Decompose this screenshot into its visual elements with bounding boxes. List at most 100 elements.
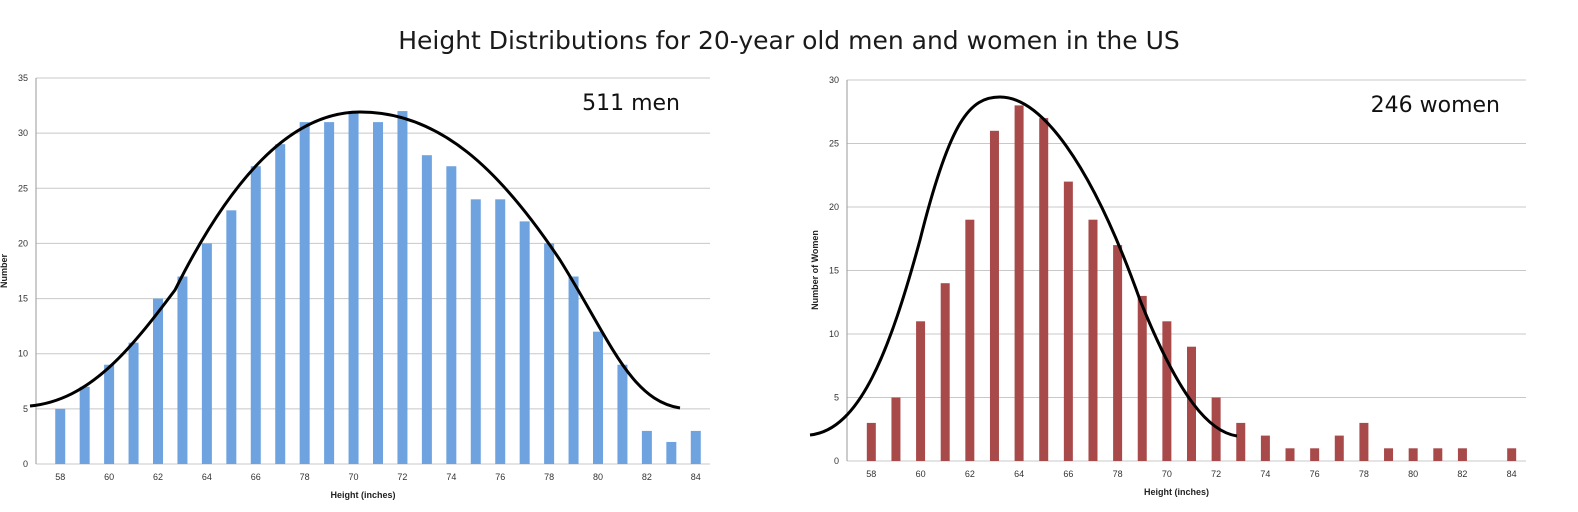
- bar: [666, 441, 677, 464]
- bar: [1162, 321, 1172, 461]
- x-tick-label: 78: [1359, 469, 1369, 479]
- x-tick-label: 82: [1457, 469, 1467, 479]
- y-tick-label: 5: [834, 393, 839, 403]
- x-tick-label: 64: [1014, 469, 1024, 479]
- bar: [1285, 448, 1295, 461]
- x-tick-label: 74: [446, 472, 456, 482]
- bar: [1113, 245, 1123, 461]
- bar: [1408, 448, 1418, 461]
- y-tick-label: 10: [829, 329, 839, 339]
- x-tick-label: 64: [202, 472, 212, 482]
- sample-size-label: 511 men: [582, 91, 680, 116]
- y-tick-label: 25: [18, 183, 28, 193]
- x-tick-label: 74: [1260, 469, 1270, 479]
- bar: [519, 221, 530, 464]
- x-tick-label: 72: [1211, 469, 1221, 479]
- x-tick-label: 66: [251, 472, 261, 482]
- x-tick-label: 76: [1310, 469, 1320, 479]
- bar: [641, 430, 652, 464]
- bar: [1433, 448, 1443, 461]
- bar: [940, 283, 950, 461]
- bar: [104, 364, 115, 464]
- bar: [348, 111, 359, 464]
- bar: [891, 397, 901, 461]
- y-tick-label: 10: [18, 349, 28, 359]
- bar: [55, 408, 66, 464]
- x-tick-label: 84: [691, 472, 701, 482]
- x-tick-label: 58: [866, 469, 876, 479]
- x-tick-label: 78: [300, 472, 310, 482]
- y-tick-label: 35: [18, 73, 28, 83]
- bar: [1384, 448, 1394, 461]
- x-tick-label: 66: [1063, 469, 1073, 479]
- bar: [1088, 219, 1098, 461]
- bar: [177, 276, 188, 464]
- women-height-chart: 0 5 10 15 20 25 30 58 60 62 64 66 78 70 72 74 76 78 80 82 84…: [809, 75, 1526, 497]
- x-tick-label: 70: [1162, 469, 1172, 479]
- bar: [495, 199, 506, 465]
- x-tick-label: 80: [593, 472, 603, 482]
- bar: [1260, 435, 1270, 461]
- bar: [79, 386, 90, 464]
- normal-fit-curve: [29, 110, 681, 410]
- bar: [916, 321, 926, 461]
- bar: [1334, 435, 1344, 461]
- y-axis-label: Number: [0, 254, 9, 289]
- bar: [1359, 422, 1369, 461]
- bar: [397, 111, 408, 464]
- bar: [470, 199, 481, 465]
- y-tick-label: 15: [18, 294, 28, 304]
- bar: [690, 430, 701, 464]
- bar: [226, 210, 237, 464]
- bar: [1063, 181, 1073, 461]
- bar: [1014, 105, 1024, 462]
- x-tick-label: 76: [495, 472, 505, 482]
- x-tick-label: 58: [55, 472, 65, 482]
- bar: [153, 298, 163, 464]
- x-tick-label: 62: [965, 469, 975, 479]
- x-tick-label: 78: [1113, 469, 1123, 479]
- bar: [1211, 397, 1221, 461]
- x-tick-label: 80: [1408, 469, 1418, 479]
- bar: [1457, 448, 1467, 461]
- bar: [1137, 295, 1147, 461]
- bar: [866, 422, 876, 461]
- bar: [989, 130, 999, 462]
- x-tick-label: 70: [349, 472, 359, 482]
- y-tick-label: 30: [18, 128, 28, 138]
- bar: [1507, 448, 1517, 461]
- bar: [250, 166, 261, 464]
- bar: [421, 155, 432, 464]
- bar: [1236, 422, 1246, 461]
- bar: [201, 243, 212, 464]
- sample-size-label: 246 women: [1371, 93, 1500, 118]
- y-tick-label: 0: [834, 456, 839, 466]
- y-tick-label: 0: [23, 459, 28, 469]
- y-tick-label: 30: [829, 75, 839, 85]
- x-tick-label: 60: [916, 469, 926, 479]
- y-tick-label: 20: [18, 238, 28, 248]
- bar: [373, 122, 383, 464]
- bar: [128, 342, 139, 464]
- x-axis-label: Height (inches): [1144, 487, 1209, 497]
- bar: [324, 122, 335, 464]
- bar: [1310, 448, 1320, 461]
- x-tick-label: 82: [642, 472, 652, 482]
- bar: [593, 331, 603, 464]
- bar: [965, 219, 975, 461]
- y-tick-label: 5: [23, 404, 28, 414]
- bar: [617, 364, 628, 464]
- y-tick-label: 20: [829, 202, 839, 212]
- bar: [1039, 118, 1049, 461]
- x-tick-label: 78: [544, 472, 554, 482]
- x-tick-label: 84: [1507, 469, 1517, 479]
- x-axis-label: Height (inches): [330, 490, 395, 500]
- x-tick-label: 62: [153, 472, 163, 482]
- bar: [568, 276, 579, 464]
- y-axis-label: Number of Women: [810, 230, 820, 310]
- x-tick-label: 72: [397, 472, 407, 482]
- normal-fit-curve: [809, 95, 1238, 438]
- chart-main-title: Height Distributions for 20-year old men…: [398, 26, 1180, 55]
- y-tick-label: 25: [829, 139, 839, 149]
- y-tick-label: 15: [829, 266, 839, 276]
